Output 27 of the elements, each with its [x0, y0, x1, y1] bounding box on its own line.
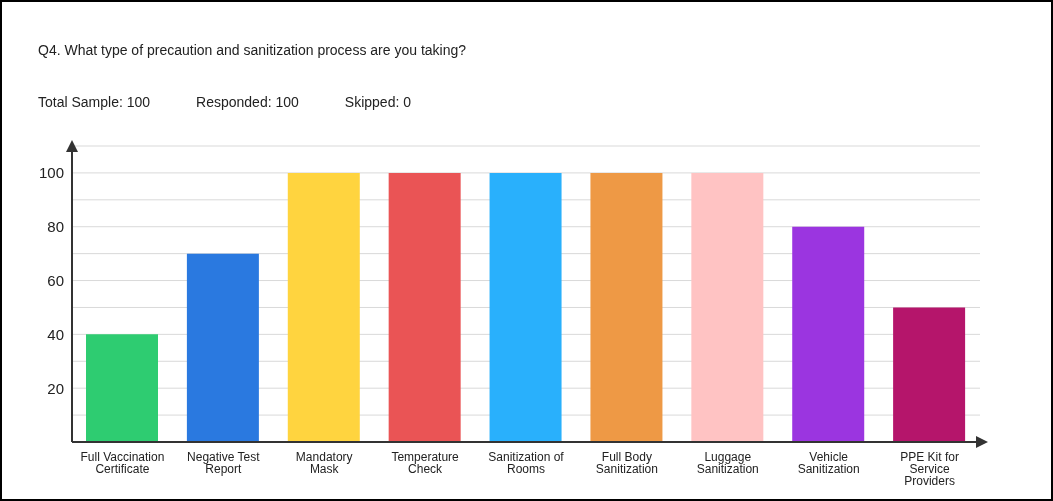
x-tick-label: Full Body Sanitization	[595, 449, 658, 476]
y-tick-label: 40	[47, 325, 64, 343]
bar	[86, 334, 158, 442]
bar	[590, 172, 663, 442]
text: Skipped: 0	[344, 94, 412, 110]
bar	[489, 172, 562, 442]
bar	[186, 253, 259, 442]
x-tick-label: Mandatory Mask	[295, 449, 353, 476]
x-tick-label: Full Vaccination Certificate	[80, 449, 165, 476]
y-tick-label: 100	[38, 164, 64, 182]
bar	[388, 172, 461, 442]
y-tick-label: 20	[47, 379, 64, 397]
chart-title: Q4. What type of precaution and sanitization process are you taking?	[38, 42, 467, 58]
y-tick-label: 60	[47, 271, 64, 289]
text: Responded: 100	[196, 94, 299, 110]
x-tick-label: PPE Kit for Service Providers	[900, 449, 959, 488]
x-tick-label: Vehicle Sanitization	[797, 449, 860, 476]
x-tick-label: Temperature Check	[391, 449, 460, 476]
x-tick-label: Luggage Sanitization	[696, 449, 759, 476]
x-tick-label: Negative Test Report	[187, 449, 261, 476]
bar	[893, 307, 966, 442]
x-tick-label: Sanitization of Rooms	[488, 449, 565, 476]
y-tick-label: 80	[47, 218, 64, 236]
bar	[792, 226, 865, 442]
text: Total Sample: 100	[38, 94, 151, 110]
bar	[287, 172, 360, 442]
bar	[691, 172, 764, 442]
